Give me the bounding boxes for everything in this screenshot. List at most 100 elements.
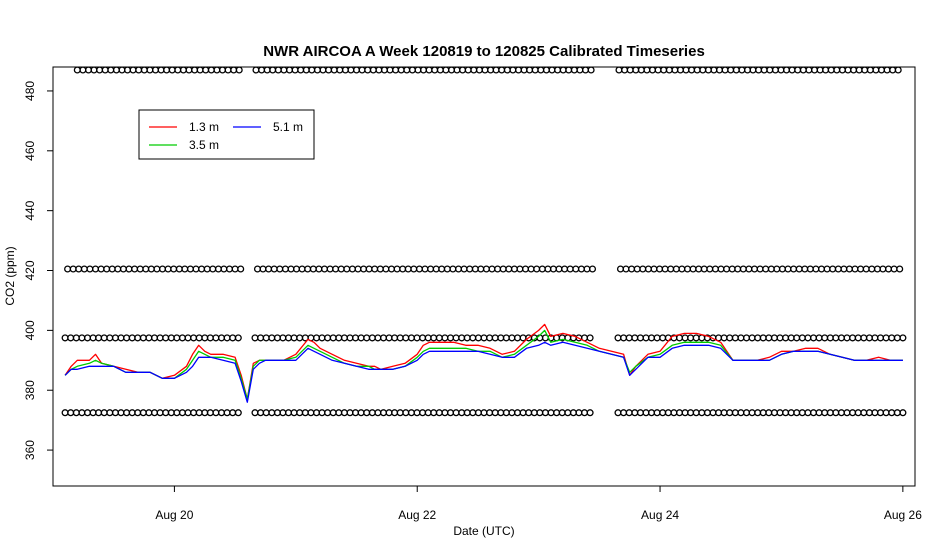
reference-marker bbox=[748, 409, 756, 417]
reference-marker bbox=[290, 334, 298, 342]
reference-marker bbox=[340, 409, 348, 417]
reference-marker bbox=[693, 66, 701, 74]
reference-marker bbox=[313, 66, 321, 74]
reference-marker bbox=[678, 265, 686, 273]
reference-marker bbox=[178, 334, 186, 342]
x-axis: Aug 20 Aug 22 Aug 24 Aug 26 bbox=[155, 486, 922, 522]
reference-marker bbox=[776, 334, 784, 342]
reference-marker bbox=[790, 265, 798, 273]
reference-marker bbox=[625, 409, 633, 417]
reference-marker bbox=[883, 66, 891, 74]
reference-marker bbox=[770, 409, 778, 417]
reference-marker bbox=[782, 409, 790, 417]
reference-marker bbox=[330, 66, 338, 74]
reference-marker bbox=[202, 66, 210, 74]
reference-marker bbox=[281, 265, 289, 273]
reference-marker bbox=[765, 334, 773, 342]
reference-marker bbox=[119, 265, 127, 273]
reference-marker bbox=[364, 66, 372, 74]
x-tick-label: Aug 20 bbox=[155, 508, 193, 522]
reference-marker bbox=[329, 409, 337, 417]
reference-marker bbox=[436, 66, 444, 74]
reference-marker bbox=[639, 265, 647, 273]
reference-marker bbox=[96, 66, 104, 74]
reference-marker bbox=[723, 265, 731, 273]
reference-marker bbox=[106, 409, 114, 417]
reference-marker bbox=[664, 409, 672, 417]
reference-marker bbox=[212, 334, 220, 342]
reference-marker bbox=[307, 409, 315, 417]
reference-marker bbox=[659, 409, 667, 417]
reference-marker bbox=[402, 409, 410, 417]
reference-marker bbox=[315, 265, 323, 273]
reference-marker bbox=[498, 66, 506, 74]
reference-marker bbox=[809, 409, 818, 417]
y-tick-label: 360 bbox=[23, 440, 37, 460]
reference-marker bbox=[509, 66, 517, 74]
reference-marker bbox=[876, 409, 885, 417]
reference-marker bbox=[407, 334, 415, 342]
reference-marker bbox=[745, 265, 753, 273]
reference-marker bbox=[374, 334, 382, 342]
reference-marker bbox=[586, 409, 594, 417]
reference-marker bbox=[513, 334, 522, 342]
y-tick-label: 460 bbox=[23, 140, 37, 160]
reference-marker bbox=[276, 265, 284, 273]
reference-marker bbox=[561, 265, 569, 273]
reference-marker bbox=[843, 334, 851, 342]
reference-marker bbox=[213, 66, 221, 74]
reference-marker bbox=[340, 334, 348, 342]
reference-marker bbox=[475, 66, 483, 74]
reference-marker bbox=[899, 334, 907, 342]
reference-marker bbox=[443, 265, 451, 273]
reference-marker bbox=[387, 265, 396, 273]
reference-marker bbox=[866, 66, 874, 74]
reference-marker bbox=[762, 265, 770, 273]
reference-marker bbox=[580, 409, 589, 417]
reference-marker bbox=[659, 334, 667, 342]
reference-marker bbox=[61, 334, 69, 342]
reference-marker bbox=[711, 265, 719, 273]
reference-marker bbox=[231, 265, 239, 273]
reference-marker bbox=[514, 66, 523, 74]
reference-marker bbox=[588, 265, 597, 273]
reference-marker bbox=[558, 409, 566, 417]
reference-marker bbox=[217, 334, 226, 342]
reference-marker bbox=[111, 409, 119, 417]
reference-marker bbox=[876, 334, 885, 342]
reference-marker bbox=[827, 66, 835, 74]
x-tick-label: Aug 26 bbox=[884, 508, 922, 522]
reference-marker bbox=[257, 409, 265, 417]
reference-marker bbox=[721, 66, 729, 74]
reference-marker bbox=[72, 409, 80, 417]
reference-marker bbox=[78, 409, 86, 417]
reference-marker bbox=[329, 334, 337, 342]
reference-marker bbox=[320, 265, 329, 273]
reference-marker bbox=[732, 66, 740, 74]
reference-marker bbox=[812, 265, 820, 273]
reference-marker bbox=[379, 409, 388, 417]
reference-marker bbox=[776, 409, 784, 417]
reference-marker bbox=[508, 409, 516, 417]
reference-marker bbox=[742, 409, 751, 417]
reference-marker bbox=[857, 265, 865, 273]
reference-markers bbox=[61, 66, 907, 417]
reference-marker bbox=[631, 409, 639, 417]
reference-marker bbox=[737, 334, 745, 342]
reference-marker bbox=[452, 409, 460, 417]
reference-marker bbox=[525, 409, 533, 417]
reference-marker bbox=[234, 409, 242, 417]
reference-marker bbox=[354, 265, 362, 273]
reference-marker bbox=[621, 66, 629, 74]
reference-marker bbox=[586, 334, 594, 342]
reference-marker bbox=[298, 265, 306, 273]
reference-marker bbox=[190, 409, 198, 417]
reference-marker bbox=[209, 265, 217, 273]
reference-marker bbox=[374, 409, 382, 417]
reference-marker bbox=[834, 265, 842, 273]
reference-marker bbox=[486, 409, 494, 417]
reference-marker bbox=[284, 334, 293, 342]
reference-marker bbox=[190, 334, 198, 342]
reference-marker bbox=[882, 334, 890, 342]
reference-marker bbox=[756, 265, 764, 273]
